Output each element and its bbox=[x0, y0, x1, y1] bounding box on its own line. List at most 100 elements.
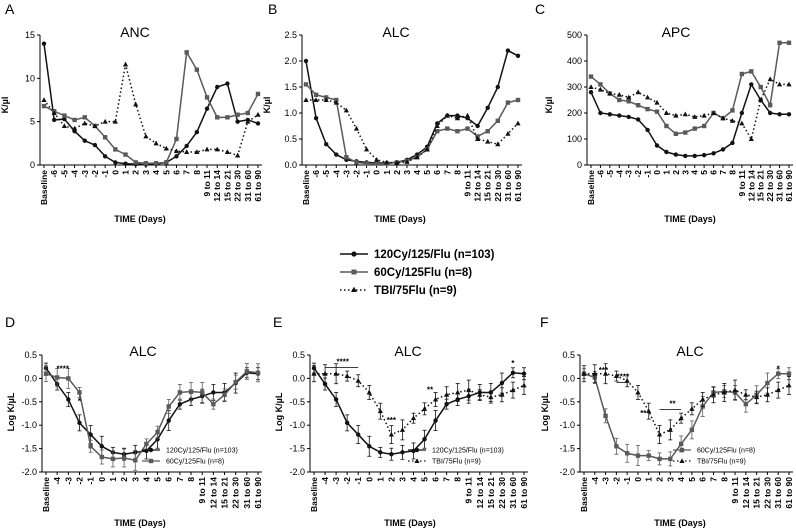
data-point-c bbox=[626, 99, 631, 104]
series-e-1 bbox=[311, 362, 527, 461]
x-tick-label-b: Baseline bbox=[301, 170, 311, 205]
y-tick-label-d: 0.5 bbox=[24, 350, 37, 360]
y-tick-label-d: 0.0 bbox=[24, 373, 37, 383]
x-tick-label-e: -1 bbox=[353, 477, 363, 485]
data-point-b bbox=[485, 105, 490, 111]
x-tick-label-f: 8 bbox=[719, 477, 729, 482]
data-point-c bbox=[692, 153, 697, 159]
y-tick-label-c: 400 bbox=[567, 56, 582, 66]
x-tick-label-b: 9 to 11 bbox=[463, 170, 473, 197]
data-point-e bbox=[510, 387, 516, 393]
panel-b: B ALC K/µl TIME (Days) bbox=[262, 1, 426, 224]
x-tick-label-e: 61 to 90 bbox=[519, 477, 529, 509]
data-point-b bbox=[495, 141, 501, 147]
data-point-c bbox=[682, 111, 688, 117]
data-point-c bbox=[749, 69, 754, 74]
data-point-b bbox=[374, 157, 380, 162]
data-point-c bbox=[710, 110, 717, 115]
x-tick-label-b: 0 bbox=[372, 170, 382, 175]
data-point-e bbox=[377, 408, 383, 414]
data-point-f bbox=[700, 396, 706, 402]
data-point-d bbox=[110, 456, 116, 462]
data-point-b bbox=[313, 97, 319, 102]
data-point-d bbox=[88, 432, 93, 437]
x-tick-label-b: 22 to 30 bbox=[493, 170, 503, 202]
data-point-b bbox=[495, 84, 501, 90]
data-point-a bbox=[194, 67, 200, 72]
y-tick-label-d: -1.5 bbox=[21, 444, 37, 454]
data-point-a bbox=[194, 129, 200, 135]
chart-title-f: ALC bbox=[676, 343, 703, 359]
data-point-a bbox=[41, 97, 47, 102]
y-tick-label-a: 10 bbox=[25, 73, 35, 83]
series-line-b-1 bbox=[305, 49, 519, 164]
data-point-d bbox=[188, 389, 194, 394]
data-point-d bbox=[88, 444, 93, 449]
y-tick-label-e: 0.0 bbox=[292, 373, 305, 383]
x-tick-label-a: 6 bbox=[171, 170, 181, 175]
y-tick-label-f: -0.5 bbox=[559, 397, 575, 407]
series-line-c-2 bbox=[590, 42, 789, 135]
data-point-b bbox=[454, 115, 461, 121]
y-axis-label-a: K/µl bbox=[0, 97, 10, 114]
data-point-a bbox=[92, 142, 98, 148]
x-tick-label-d: 6 bbox=[164, 477, 174, 482]
series-b-1 bbox=[303, 48, 521, 166]
x-tick-label-c: 12 to 14 bbox=[746, 170, 756, 202]
data-point-a bbox=[174, 154, 179, 159]
data-point-a bbox=[72, 117, 77, 123]
data-point-a bbox=[255, 111, 261, 117]
inpanel-legend-d: 120Cy/125/Flu (n=103) 60Cy/125Flu (n=8) bbox=[142, 448, 238, 466]
x-tick-label-c: 0 bbox=[652, 170, 662, 175]
data-point-c bbox=[663, 110, 670, 115]
x-tick-label-c: 8 bbox=[727, 170, 737, 175]
data-point-f bbox=[786, 371, 792, 376]
series-c-1 bbox=[588, 82, 792, 159]
data-point-b bbox=[414, 154, 420, 160]
data-point-d bbox=[222, 392, 227, 397]
data-point-c bbox=[711, 151, 716, 156]
panel-letter-f: F bbox=[540, 314, 549, 330]
data-point-c bbox=[673, 152, 679, 157]
data-point-d bbox=[66, 397, 71, 402]
data-point-f bbox=[614, 444, 619, 449]
y-tick-label-e: 0.5 bbox=[292, 350, 305, 360]
data-point-e bbox=[422, 437, 427, 442]
series-line-a-3 bbox=[43, 64, 259, 157]
data-point-a bbox=[235, 152, 241, 158]
data-point-a bbox=[173, 148, 180, 154]
data-point-c bbox=[683, 153, 688, 159]
x-tick-label-e: 6 bbox=[431, 477, 441, 482]
data-point-d bbox=[166, 418, 171, 423]
data-point-a bbox=[184, 143, 189, 149]
x-tick-label-f: 31 to 60 bbox=[773, 477, 783, 509]
data-point-a bbox=[245, 118, 251, 124]
data-point-e bbox=[521, 382, 527, 388]
x-tick-label-b: 3 bbox=[402, 170, 412, 175]
data-point-f bbox=[678, 441, 684, 447]
data-point-c bbox=[588, 84, 594, 89]
series-c-3 bbox=[588, 76, 792, 141]
data-point-b bbox=[334, 152, 339, 157]
legend-marker-1 bbox=[351, 251, 357, 257]
data-point-e bbox=[444, 391, 450, 397]
data-point-c bbox=[749, 82, 754, 87]
x-tick-label-f: 6 bbox=[698, 477, 708, 482]
panel-letter-c: C bbox=[535, 1, 545, 17]
data-point-c bbox=[645, 106, 650, 112]
data-point-a bbox=[204, 95, 210, 100]
data-point-a bbox=[184, 50, 189, 55]
significance-mark-d: * bbox=[78, 397, 82, 406]
data-point-f bbox=[602, 370, 609, 376]
data-point-b bbox=[464, 112, 471, 118]
data-point-b bbox=[485, 129, 490, 134]
data-point-d bbox=[77, 390, 82, 395]
data-point-d bbox=[133, 458, 138, 463]
data-point-a bbox=[143, 161, 149, 166]
data-point-c bbox=[598, 82, 603, 87]
data-point-b bbox=[505, 131, 511, 136]
series-a-3 bbox=[41, 61, 261, 158]
